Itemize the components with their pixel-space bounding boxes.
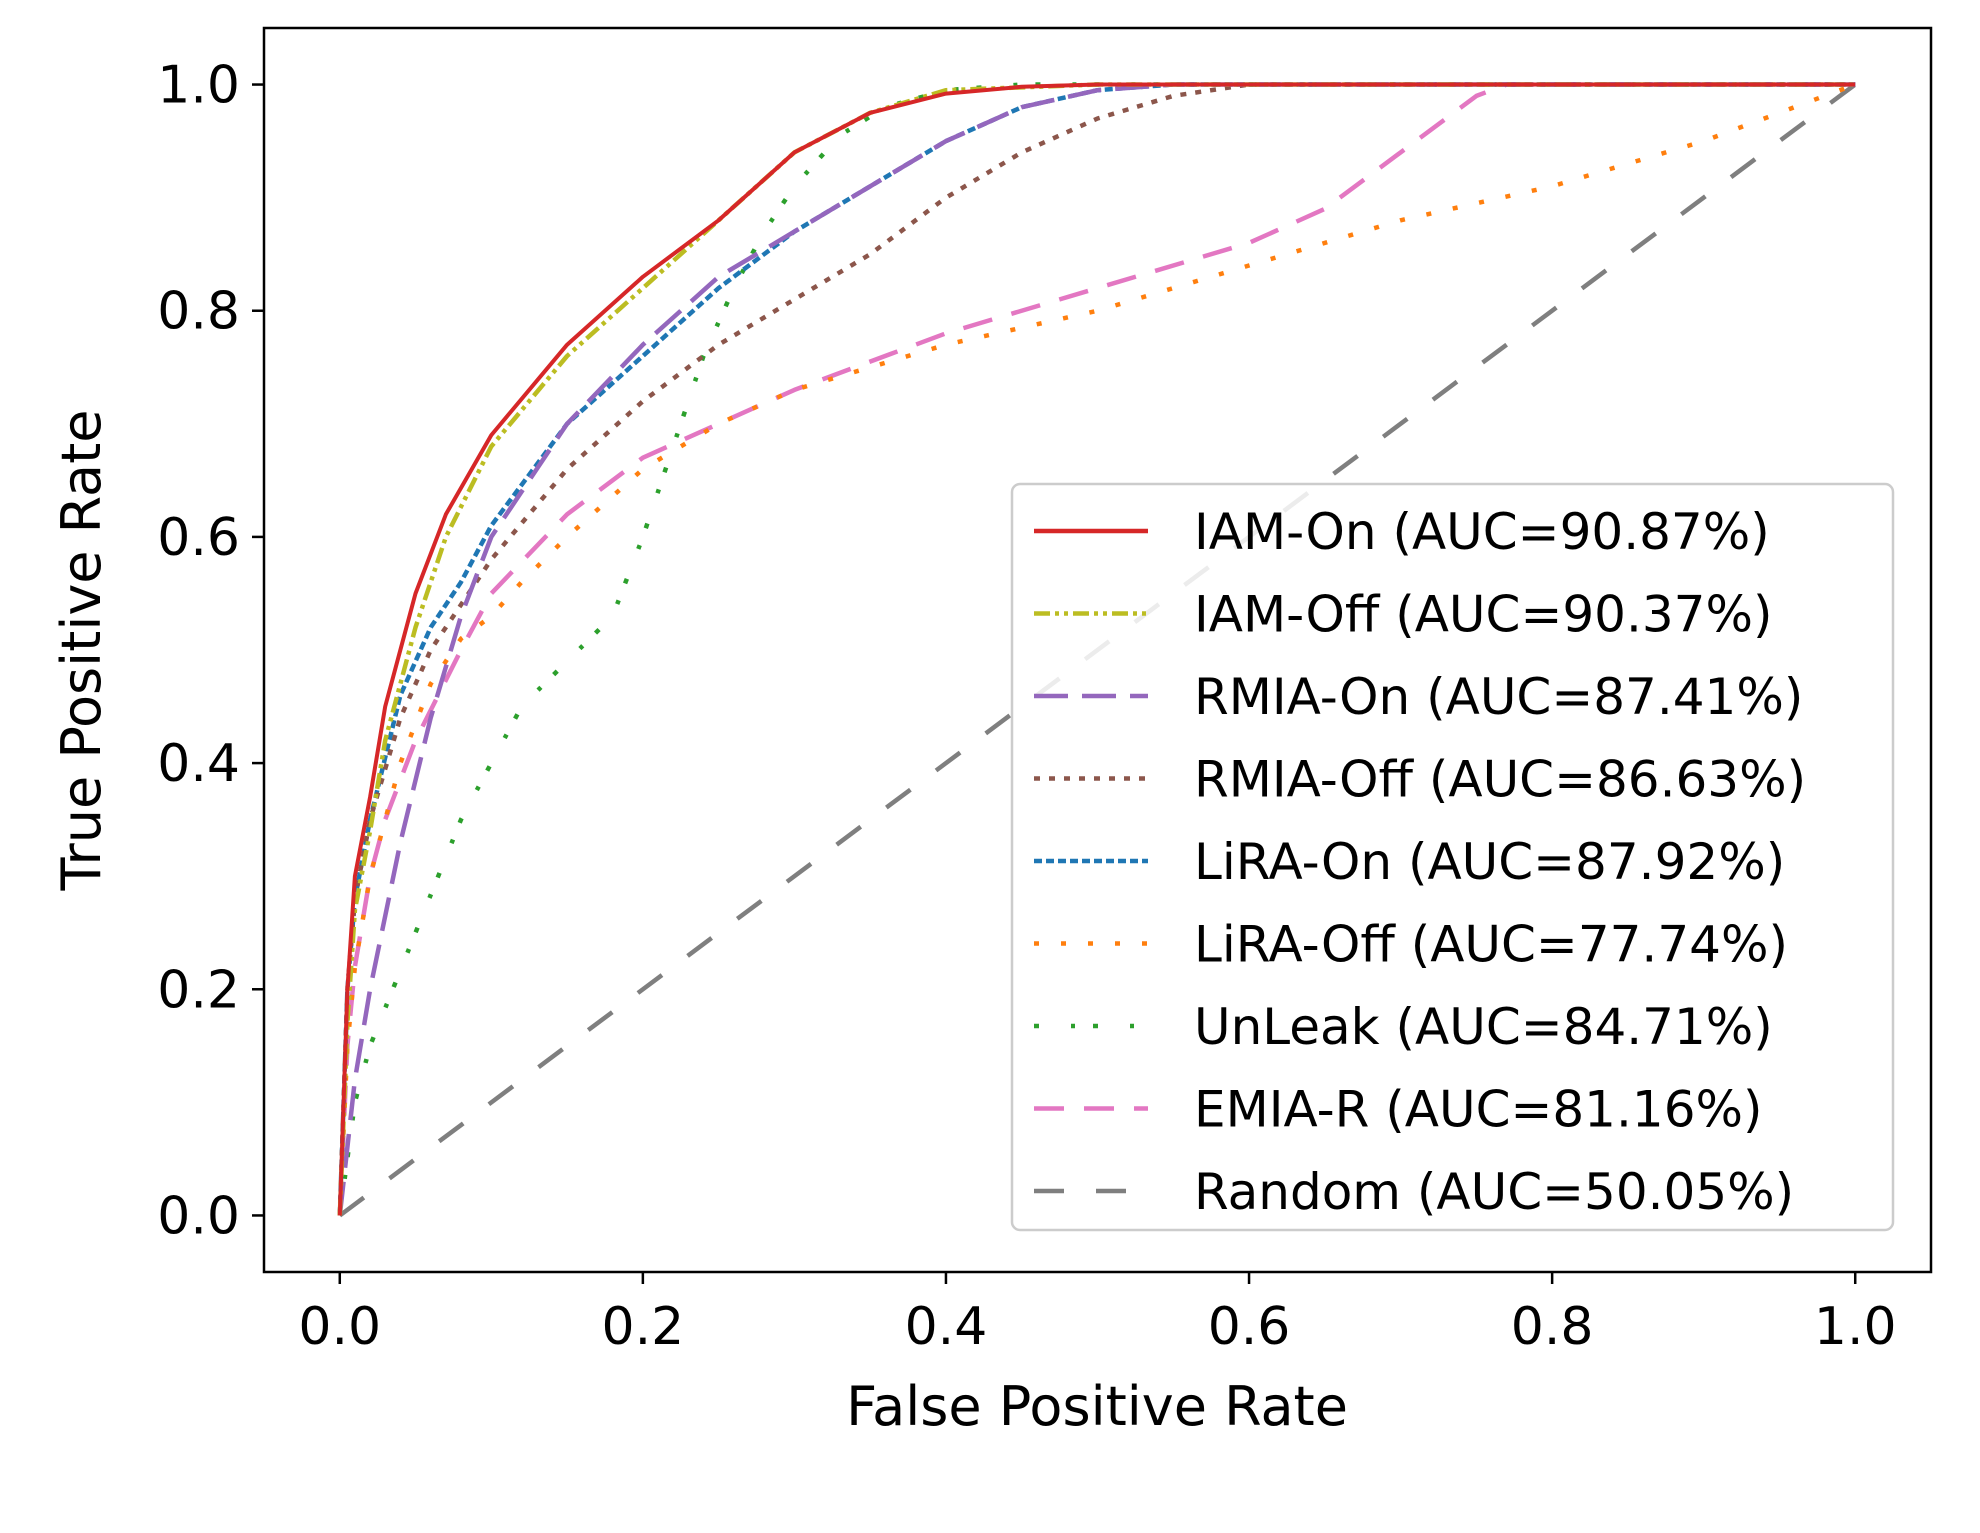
- series-line-rmia-on: [337, 82, 1856, 1216]
- legend-label: LiRA-Off (AUC=77.74%): [1194, 916, 1788, 974]
- legend-label: Random (AUC=50.05%): [1194, 1163, 1794, 1221]
- legend-label: RMIA-Off (AUC=86.63%): [1194, 751, 1806, 809]
- axes-layer: 0.0 0.2 0.4 0.6 0.8 1.0 0.0 0.2 0.4 0.6 0.8 1.0: [157, 56, 1896, 1357]
- legend-label: EMIA-R (AUC=81.16%): [1194, 1081, 1763, 1139]
- legend-label: RMIA-On (AUC=87.41%): [1194, 668, 1803, 726]
- plot-frame: [262, 26, 1933, 1274]
- x-axis-label: False Positive Rate: [846, 1375, 1348, 1438]
- legend-label: IAM-Off (AUC=90.37%): [1194, 586, 1773, 644]
- y-tick-label: 0.8: [157, 282, 240, 342]
- series-line-emia-r: [337, 82, 1856, 1216]
- legend: IAM-On (AUC=90.87%) IAM-Off (AUC=90.37%) R…: [1010, 482, 1895, 1232]
- y-tick-label: 1.0: [157, 56, 240, 116]
- y-tick-label: 0.2: [157, 960, 240, 1020]
- legend-label: IAM-On (AUC=90.87%): [1194, 503, 1770, 561]
- legend-box: [1010, 482, 1895, 1232]
- x-tick-label: 1.0: [1814, 1297, 1897, 1357]
- series-line-iam-on: [337, 82, 1856, 1216]
- legend-label: LiRA-On (AUC=87.92%): [1194, 833, 1785, 891]
- y-tick-label: 0.4: [157, 734, 240, 794]
- y-axis-label: True Positive Rate: [50, 409, 113, 891]
- x-tick-label: 0.8: [1511, 1297, 1594, 1357]
- x-tick-label: 0.0: [298, 1297, 381, 1357]
- x-tick-label: 0.4: [905, 1297, 988, 1357]
- x-tick-label: 0.6: [1208, 1297, 1291, 1357]
- series-layer: [337, 82, 1857, 1218]
- legend-label: UnLeak (AUC=84.71%): [1194, 998, 1773, 1056]
- x-tick-label: 0.2: [602, 1297, 685, 1357]
- y-tick-label: 0.0: [157, 1186, 240, 1246]
- y-tick-label: 0.6: [157, 508, 240, 568]
- series-line-lira-off: [337, 82, 1856, 1216]
